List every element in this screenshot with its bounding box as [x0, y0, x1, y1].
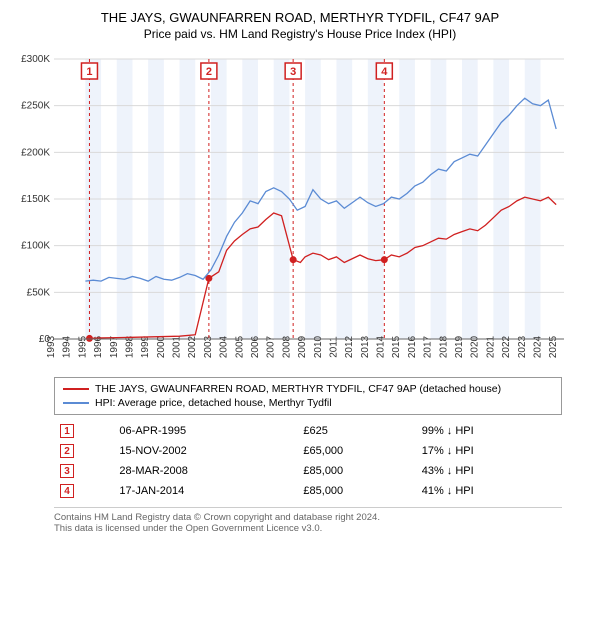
sale-date: 17-JAN-2014 [113, 481, 297, 501]
sale-price: £65,000 [297, 441, 415, 461]
legend-label: HPI: Average price, detached house, Mert… [95, 397, 332, 409]
sale-date: 06-APR-1995 [113, 421, 297, 441]
chart-title: THE JAYS, GWAUNFARREN ROAD, MERTHYR TYDF… [8, 10, 592, 25]
price-chart: £0£50K£100K£150K£200K£250K£300K199319941… [8, 49, 592, 369]
sale-marker-2: 2 [60, 444, 74, 458]
svg-text:£200K: £200K [21, 147, 50, 158]
chart-container: £0£50K£100K£150K£200K£250K£300K199319941… [8, 49, 592, 369]
legend-item: HPI: Average price, detached house, Mert… [63, 396, 553, 410]
sale-price: £85,000 [297, 461, 415, 481]
table-row: 2 15-NOV-2002£65,00017% ↓ HPI [54, 441, 562, 461]
sale-price: £625 [297, 421, 415, 441]
svg-text:£50K: £50K [27, 287, 51, 298]
sale-marker-4: 4 [60, 484, 74, 498]
table-row: 1 06-APR-1995£62599% ↓ HPI [54, 421, 562, 441]
svg-text:£150K: £150K [21, 194, 50, 205]
sale-marker-1: 1 [60, 424, 74, 438]
sales-table: 1 06-APR-1995£62599% ↓ HPI 2 15-NOV-2002£65… [54, 421, 562, 501]
footer: Contains HM Land Registry data © Crown c… [54, 507, 562, 534]
legend: THE JAYS, GWAUNFARREN ROAD, MERTHYR TYDF… [54, 377, 562, 415]
svg-text:£100K: £100K [21, 241, 50, 252]
sale-pct: 99% ↓ HPI [416, 421, 562, 441]
sale-marker-3: 3 [60, 464, 74, 478]
sale-pct: 41% ↓ HPI [416, 481, 562, 501]
svg-text:2: 2 [206, 66, 212, 78]
table-row: 3 28-MAR-2008£85,00043% ↓ HPI [54, 461, 562, 481]
svg-text:£300K: £300K [21, 54, 50, 65]
svg-text:£250K: £250K [21, 101, 50, 112]
sale-pct: 17% ↓ HPI [416, 441, 562, 461]
sale-date: 28-MAR-2008 [113, 461, 297, 481]
chart-subtitle: Price paid vs. HM Land Registry's House … [8, 27, 592, 41]
svg-text:3: 3 [290, 66, 296, 78]
legend-swatch [63, 388, 89, 390]
table-row: 4 17-JAN-2014£85,00041% ↓ HPI [54, 481, 562, 501]
sale-pct: 43% ↓ HPI [416, 461, 562, 481]
legend-label: THE JAYS, GWAUNFARREN ROAD, MERTHYR TYDF… [95, 383, 501, 395]
sale-date: 15-NOV-2002 [113, 441, 297, 461]
svg-text:4: 4 [381, 66, 388, 78]
svg-text:1: 1 [86, 66, 92, 78]
legend-item: THE JAYS, GWAUNFARREN ROAD, MERTHYR TYDF… [63, 382, 553, 396]
legend-swatch [63, 402, 89, 404]
footer-line-1: Contains HM Land Registry data © Crown c… [54, 512, 562, 523]
footer-line-2: This data is licensed under the Open Gov… [54, 523, 562, 534]
sale-price: £85,000 [297, 481, 415, 501]
